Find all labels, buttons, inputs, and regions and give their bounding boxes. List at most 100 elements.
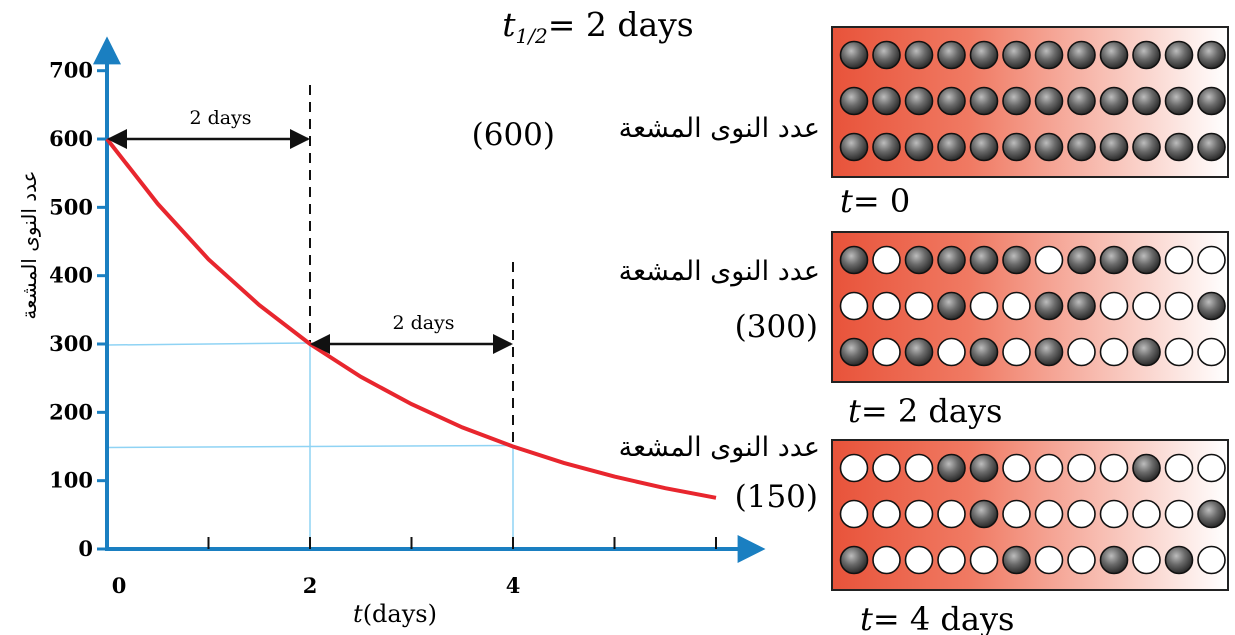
nucleus-active <box>1099 132 1129 162</box>
interval-annotations: 2 days 2 days <box>107 107 513 355</box>
nucleus-decayed <box>872 545 901 575</box>
nuclei-panel: t= 4 days عدد النوى المشعة (150) <box>619 432 1229 635</box>
nucleus-active <box>969 499 999 529</box>
y-tick-label: 200 <box>49 399 93 424</box>
nucleus-active <box>1132 86 1161 116</box>
nucleus-decayed <box>1002 337 1031 367</box>
nucleus-decayed <box>1164 453 1194 483</box>
y-tick-label: 400 <box>49 263 93 288</box>
y-axis-label: عدد النوى المشعة <box>17 170 41 319</box>
nucleus-active <box>872 40 901 70</box>
nucleus-active <box>969 132 999 162</box>
nucleus-active <box>1197 291 1226 321</box>
y-tick-label: 500 <box>49 194 93 219</box>
nucleus-active <box>969 337 999 367</box>
nucleus-decayed <box>937 499 966 529</box>
panel-count-label: عدد النوى المشعة <box>619 432 820 463</box>
half-life-dashed-lines <box>309 85 514 447</box>
nucleus-active <box>1002 545 1031 575</box>
panel-time-label: t= 2 days <box>848 392 1002 430</box>
nucleus-decayed <box>1067 545 1096 575</box>
nucleus-decayed <box>1067 337 1096 367</box>
interval-label: 2 days <box>189 107 251 129</box>
nucleus-active <box>969 453 999 483</box>
panel-count-value: (300) <box>735 309 818 345</box>
nucleus-active <box>1197 86 1226 116</box>
horizontal-guide <box>106 342 311 346</box>
nucleus-decayed <box>1099 453 1129 483</box>
nucleus-decayed <box>839 453 869 483</box>
nucleus-active <box>1164 40 1194 70</box>
nucleus-decayed <box>904 545 934 575</box>
nucleus-active <box>1197 132 1226 162</box>
nucleus-active <box>1164 86 1194 116</box>
panel-count-value: (600) <box>472 117 555 153</box>
nucleus-decayed <box>904 291 934 321</box>
decay-curve <box>105 137 717 500</box>
nucleus-active <box>1067 291 1096 321</box>
nucleus-decayed <box>872 453 901 483</box>
nucleus-active <box>1034 40 1064 70</box>
y-tick-label: 100 <box>49 468 93 493</box>
nucleus-decayed <box>1197 337 1226 367</box>
axes <box>93 36 766 563</box>
panel-count-label: عدد النوى المشعة <box>619 256 820 287</box>
x-tick-label: 0 <box>112 573 127 598</box>
nucleus-decayed <box>1197 453 1226 483</box>
nucleus-active <box>1034 337 1064 367</box>
nucleus-active <box>1132 245 1161 275</box>
nucleus-active <box>1197 40 1226 70</box>
nucleus-decayed <box>904 499 934 529</box>
nucleus-active <box>969 245 999 275</box>
chart-title: t1/2= 2 days <box>502 5 693 48</box>
horizontal-guide <box>106 444 514 449</box>
nucleus-decayed <box>1034 245 1064 275</box>
nucleus-active <box>1034 291 1064 321</box>
nucleus-decayed <box>1099 337 1129 367</box>
nucleus-active <box>937 132 966 162</box>
nucleus-decayed <box>904 453 934 483</box>
nucleus-decayed <box>969 545 999 575</box>
nucleus-decayed <box>872 499 901 529</box>
y-tick-label: 700 <box>49 58 93 83</box>
nucleus-decayed <box>1034 545 1064 575</box>
nucleus-active <box>1002 245 1031 275</box>
nucleus-active <box>1067 86 1096 116</box>
nuclei-panel: t= 0 عدد النوى المشعة (600) <box>472 26 1229 220</box>
nucleus-decayed <box>1164 245 1194 275</box>
nucleus-active <box>1132 337 1161 367</box>
nucleus-active <box>872 132 901 162</box>
nucleus-decayed <box>1164 291 1194 321</box>
nucleus-active <box>937 291 966 321</box>
nucleus-decayed <box>1034 453 1064 483</box>
nucleus-active <box>872 86 901 116</box>
nucleus-active <box>904 337 934 367</box>
nucleus-active <box>937 245 966 275</box>
nucleus-active <box>1067 132 1096 162</box>
nucleus-decayed <box>1099 499 1129 529</box>
nucleus-active <box>1002 132 1031 162</box>
nucleus-active <box>904 40 934 70</box>
nucleus-active <box>1132 132 1161 162</box>
nucleus-active <box>937 40 966 70</box>
panel-count-value: (150) <box>735 479 818 515</box>
nucleus-decayed <box>1197 545 1226 575</box>
nucleus-decayed <box>937 337 966 367</box>
nucleus-active <box>1099 245 1129 275</box>
x-tick-label: 4 <box>506 573 521 598</box>
nucleus-decayed <box>1099 291 1129 321</box>
nucleus-decayed <box>1132 499 1161 529</box>
nucleus-active <box>839 40 869 70</box>
nucleus-active <box>1034 86 1064 116</box>
nucleus-active <box>904 86 934 116</box>
nucleus-active <box>937 86 966 116</box>
nucleus-active <box>904 245 934 275</box>
nucleus-decayed <box>839 291 869 321</box>
nucleus-active <box>1099 545 1129 575</box>
panel-time-label: t= 4 days <box>860 600 1014 635</box>
x-axis-label: t(days) <box>353 600 437 628</box>
guide-lines <box>106 342 514 549</box>
nucleus-active <box>1197 499 1226 529</box>
